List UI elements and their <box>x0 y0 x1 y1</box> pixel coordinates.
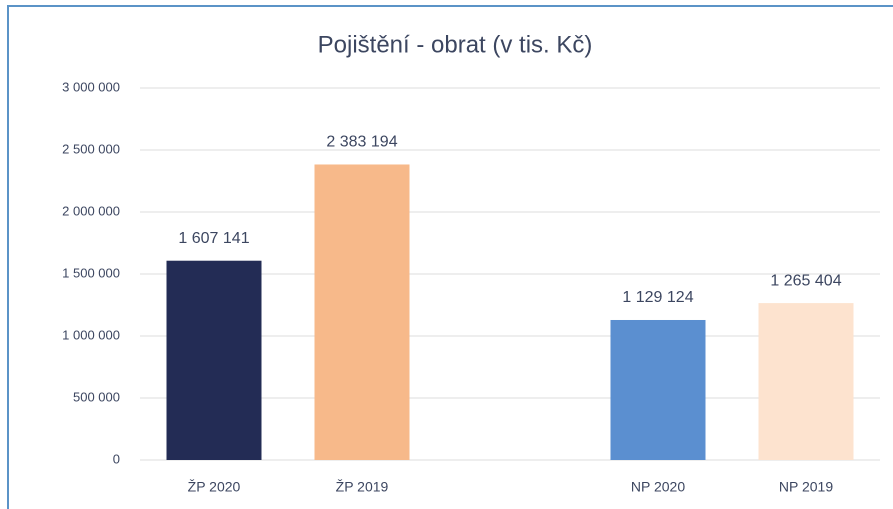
bar <box>758 303 854 460</box>
value-label: 1 129 124 <box>622 289 693 306</box>
chart-title: Pojištění - obrat (v tis. Kč) <box>318 31 593 58</box>
frame <box>7 5 893 509</box>
value-label: 2 383 194 <box>326 134 397 151</box>
bar <box>166 260 262 460</box>
x-tick-label: ŽP 2019 <box>336 479 389 495</box>
y-tick-label: 2 500 000 <box>62 141 120 156</box>
bar <box>610 319 706 460</box>
bar <box>314 164 410 460</box>
y-tick-label: 2 000 000 <box>62 203 120 218</box>
y-tick-label: 500 000 <box>73 389 120 404</box>
y-tick-label: 1 000 000 <box>62 327 120 342</box>
value-label: 1 265 404 <box>770 272 841 289</box>
x-tick-label: NP 2020 <box>631 479 685 495</box>
y-tick-label: 0 <box>113 451 120 466</box>
value-label: 1 607 141 <box>178 230 249 247</box>
y-tick-label: 1 500 000 <box>62 265 120 280</box>
y-tick-label: 3 000 000 <box>62 79 120 94</box>
x-tick-label: ŽP 2020 <box>188 479 241 495</box>
x-tick-label: NP 2019 <box>779 479 833 495</box>
